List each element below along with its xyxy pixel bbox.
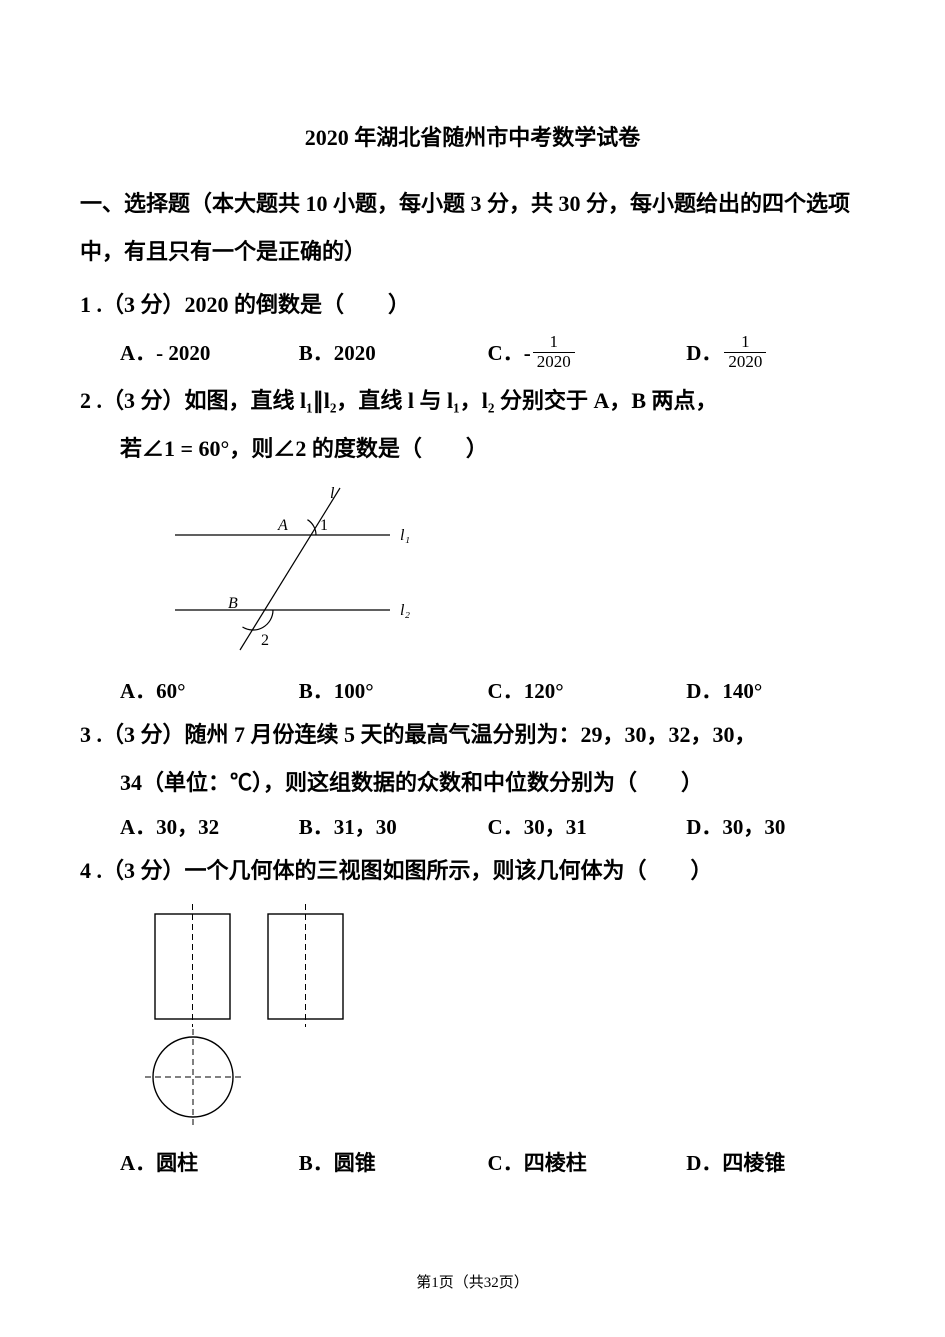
question-3: 3 .（3 分）随州 7 月份连续 5 天的最高气温分别为：29，30，32，3… [80,711,865,808]
question-4: 4 .（3 分）一个几何体的三视图如图所示，则该几何体为（ ） [80,847,865,895]
q1-c-fraction: 1 2020 [533,333,575,371]
q3-line1: 3 .（3 分）随州 7 月份连续 5 天的最高气温分别为：29，30，32，3… [80,711,865,759]
q2-option-a: A．60° [120,675,299,705]
svg-text:l₁: l₁ [400,527,410,544]
q2-option-d: D．140° [686,675,865,705]
svg-text:B: B [228,595,238,612]
q1-option-d: D． 1 2020 [686,333,865,371]
q3-line2: 34（单位：℃），则这组数据的众数和中位数分别为（ ） [120,759,865,807]
q1-option-b: B．2020 [299,333,488,371]
question-1: 1 .（3 分）2020 的倒数是（ ） [80,281,865,329]
question-2: 2 .（3 分）如图，直线 l₁∥l₂，直线 l 与 l₁，l₂ 分别交于 A，… [80,377,865,474]
exam-title: 2020 年湖北省随州市中考数学试卷 [80,120,865,152]
q1-c-prefix: C．- [488,337,531,367]
q3-option-b: B．31，30 [299,811,488,841]
q1-stem: 1 .（3 分）2020 的倒数是（ ） [80,281,865,329]
q1-d-fraction: 1 2020 [724,333,766,371]
q4-option-d: D．四棱锥 [686,1147,865,1177]
q2-option-c: C．120° [488,675,687,705]
q4-three-views-svg [120,902,380,1132]
q1-d-prefix: D． [686,337,722,367]
frac-num: 1 [533,333,575,352]
q2-line1: 2 .（3 分）如图，直线 l₁∥l₂，直线 l 与 l₁，l₂ 分别交于 A，… [80,377,865,425]
q1-option-c: C．- 1 2020 [488,333,687,371]
q3-option-d: D．30，30 [686,811,865,841]
q4-option-c: C．四棱柱 [488,1147,687,1177]
q4-options: A．圆柱 B．圆锥 C．四棱柱 D．四棱锥 [120,1147,865,1177]
page-footer: 第1页（共32页） [0,1271,945,1292]
svg-text:1: 1 [320,517,328,534]
q1-options: A．- 2020 B．2020 C．- 1 2020 D． 1 2020 [120,333,865,371]
frac-num: 1 [724,333,766,352]
section-1-header: 一、选择题（本大题共 10 小题，每小题 3 分，共 30 分，每小题给出的四个… [80,180,865,277]
svg-text:l₂: l₂ [400,602,410,619]
q4-stem: 4 .（3 分）一个几何体的三视图如图所示，则该几何体为（ ） [80,847,865,895]
svg-text:2: 2 [261,632,269,649]
frac-den: 2020 [724,353,766,371]
svg-text:A: A [277,517,288,534]
q4-option-b: B．圆锥 [299,1147,488,1177]
q2-options: A．60° B．100° C．120° D．140° [120,675,865,705]
q2-option-b: B．100° [299,675,488,705]
q3-option-c: C．30，31 [488,811,687,841]
svg-text:l: l [330,485,335,502]
q4-figure [120,902,865,1137]
q3-options: A．30，32 B．31，30 C．30，31 D．30，30 [120,811,865,841]
q2-diagram-svg: l l₁ l₂ A 1 B 2 [120,480,420,660]
q1-option-a: A．- 2020 [120,333,299,371]
q2-figure: l l₁ l₂ A 1 B 2 [120,480,865,665]
q2-line2: 若∠1 = 60°，则∠2 的度数是（ ） [120,425,865,473]
frac-den: 2020 [533,353,575,371]
q4-option-a: A．圆柱 [120,1147,299,1177]
q3-option-a: A．30，32 [120,811,299,841]
